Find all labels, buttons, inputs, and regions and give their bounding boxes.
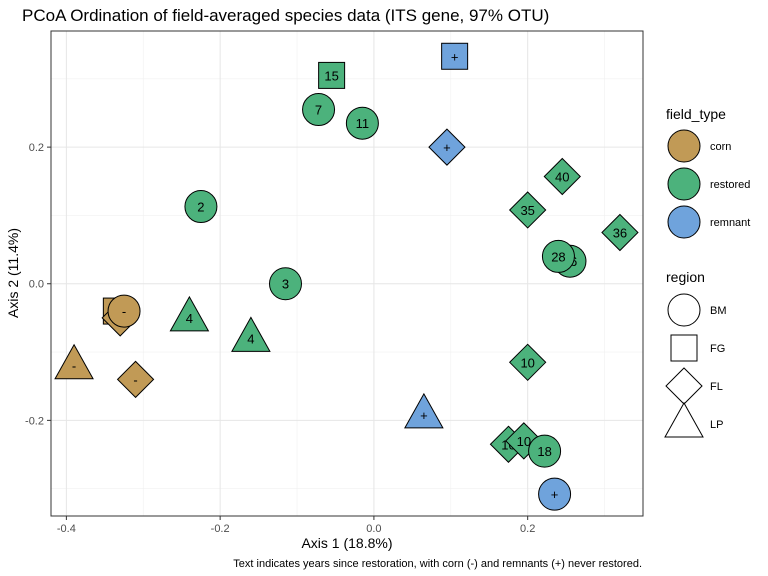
data-point: 35 (508, 191, 547, 229)
point-label: + (443, 140, 451, 155)
point-marker (538, 477, 572, 511)
legend-label-corn: corn (710, 141, 731, 153)
point-marker (543, 157, 581, 196)
point-marker (601, 213, 639, 252)
legend-label-remnant: remnant (710, 217, 750, 229)
data-point: 36 (601, 213, 639, 252)
data-point: - (107, 294, 141, 328)
data-point: 40 (543, 157, 581, 196)
legend-key-corn (667, 129, 701, 163)
point-label: + (451, 49, 459, 64)
legend-label-lp: LP (710, 419, 723, 431)
legend-key-bm (667, 293, 701, 327)
data-point: 18 (528, 434, 562, 468)
point-label: + (551, 487, 559, 502)
point-marker (54, 343, 94, 380)
data-point: 7 (302, 93, 336, 127)
legend-label-bm: BM (710, 305, 727, 317)
chart-title: PCoA Ordination of field-averaged specie… (22, 6, 549, 25)
data-point: 11 (345, 106, 379, 140)
point-label: + (420, 408, 428, 423)
point-marker (528, 434, 562, 468)
point-label: 10 (517, 434, 531, 449)
legend-key-fg (670, 334, 698, 362)
y-axis-ticks: -0.2 0.0 0.2 (25, 142, 51, 427)
point-label: - (122, 304, 126, 319)
point-marker (428, 128, 466, 166)
point-marker (404, 392, 444, 429)
grid-lines (51, 31, 643, 516)
data-point: 15 (318, 61, 346, 89)
panel-border (50, 30, 644, 517)
y-tick-label: 0.0 (29, 279, 44, 291)
point-label: 11 (356, 116, 370, 131)
point-marker (184, 190, 218, 224)
legend-key-restored (667, 167, 701, 201)
legend-key-lp (664, 401, 704, 438)
point-label: 36 (613, 226, 627, 241)
legend-title-field-type: field_type (666, 106, 726, 122)
chart-caption: Text indicates years since restoration, … (233, 558, 642, 570)
point-label: 40 (555, 170, 569, 185)
data-point: + (404, 392, 444, 429)
point-label: 35 (520, 203, 534, 218)
legend-label-restored: restored (710, 179, 750, 191)
data-point: - (54, 343, 94, 380)
legend-key-remnant (667, 205, 701, 239)
data-point: + (441, 42, 469, 70)
x-axis-title: Axis 1 (18.8%) (301, 535, 392, 551)
point-marker (116, 360, 155, 399)
point-marker (231, 316, 271, 352)
point-marker (441, 42, 469, 70)
data-point: + (538, 477, 572, 511)
data-point: + (428, 128, 466, 166)
data-point: 4 (169, 295, 210, 332)
point-marker (345, 106, 379, 140)
point-label: 10 (520, 355, 534, 370)
point-marker (318, 61, 346, 89)
x-tick-label: -0.4 (57, 523, 76, 535)
x-axis-ticks: -0.4 -0.2 0.0 0.2 (57, 516, 535, 535)
point-label: 18 (537, 444, 551, 459)
x-tick-label: -0.2 (211, 523, 230, 535)
point-label: - (133, 372, 137, 387)
point-marker (302, 93, 336, 127)
data-point: - (116, 360, 155, 399)
point-label: - (72, 359, 76, 374)
data-point: 10 (508, 343, 547, 382)
point-label: 2 (197, 200, 204, 215)
point-label: 15 (324, 68, 338, 83)
point-label: 3 (282, 277, 289, 292)
data-point: 4 (231, 316, 271, 352)
y-tick-label: -0.2 (25, 415, 44, 427)
legend-label-fl: FL (710, 381, 723, 393)
point-label: 28 (551, 249, 565, 264)
point-marker (508, 343, 547, 382)
point-marker (107, 294, 141, 328)
point-label: 4 (186, 311, 193, 326)
legend-label-fg: FG (710, 343, 725, 355)
point-marker (541, 239, 575, 273)
point-marker (508, 191, 547, 229)
x-tick-label: 0.0 (366, 523, 381, 535)
x-tick-label: 0.2 (520, 523, 535, 535)
data-point: 3 (268, 267, 302, 301)
legend-title-region: region (666, 269, 705, 285)
y-axis-title: Axis 2 (11.4%) (5, 228, 21, 318)
point-label: 4 (247, 331, 254, 346)
point-marker (169, 295, 210, 332)
data-point: 2 (184, 190, 218, 224)
data-point: 28 (541, 239, 575, 273)
y-tick-label: 0.2 (29, 142, 44, 154)
point-marker (268, 267, 302, 301)
point-label: 7 (315, 103, 322, 118)
legend-key-fl (665, 367, 703, 405)
